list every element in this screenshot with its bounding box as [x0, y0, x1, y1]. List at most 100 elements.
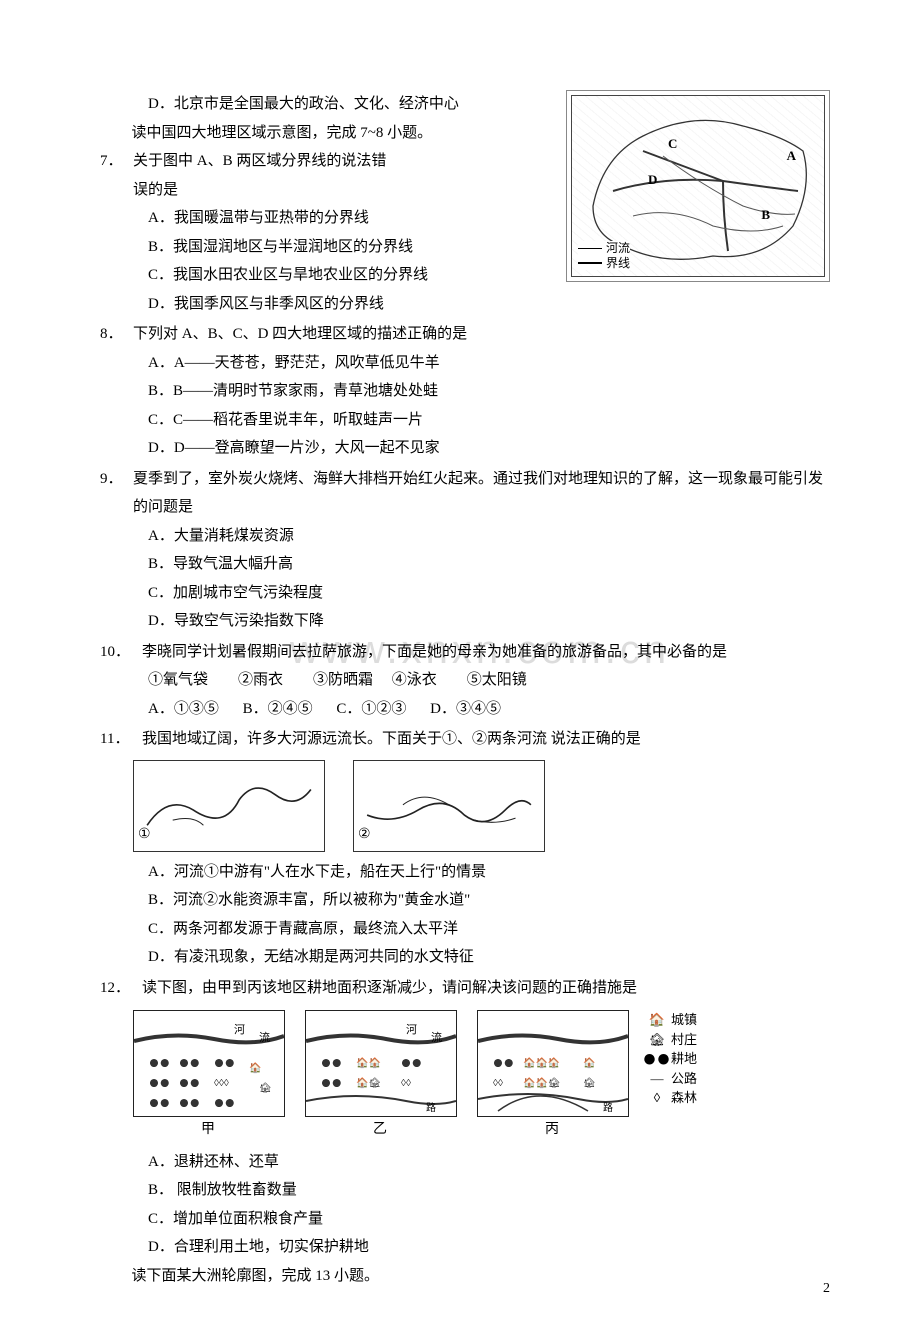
q9-opt-d: D．导致空气污染指数下降 [100, 607, 830, 636]
q9-stem: 夏季到了，室外炭火烧烤、海鲜大排档开始红火起来。通过我们对地理知识的了解，这一现… [133, 465, 830, 522]
road-icon: — [649, 1069, 665, 1089]
q10-opt-b: B．②④⑤ [243, 701, 313, 717]
question-11: 11． 我国地域辽阔，许多大河源远流长。下面关于①、②两条河流 说法正确的是 ① [100, 725, 830, 972]
lg-town: 城镇 [671, 1010, 697, 1030]
q10-stem: 李晓同学计划暑假期间去拉萨旅游，下面是她的母亲为她准备的旅游备品，其中必备的是 [142, 638, 830, 667]
svg-text:路: 路 [426, 1101, 436, 1114]
q11-opt-a: A．河流①中游有"人在水下走，船在天上行"的情景 [100, 858, 830, 887]
q10-options: A．①③⑤ B．②④⑤ C．①②③ D．③④⑤ [100, 695, 830, 724]
q8-opt-b: B．B——清明时节家家雨，青草池塘处处蛙 [100, 377, 830, 406]
svg-text:𒊹𒊹: 𒊹𒊹 [214, 1058, 235, 1069]
svg-text:𒊹𒊹: 𒊹𒊹 [493, 1058, 514, 1069]
svg-text:𒊹𒊹: 𒊹𒊹 [179, 1058, 200, 1069]
map-jia-svg: 河流 𒊹𒊹 𒊹𒊹 𒊹𒊹 𒊹𒊹 𒊹𒊹 ◊◊◊ 𒊹𒊹 𒊹𒊹 𒊹𒊹 🏠 🏚 [134, 1011, 284, 1116]
svg-text:𒊹𒊹: 𒊹𒊹 [401, 1058, 422, 1069]
q10-opt-d: D．③④⑤ [430, 701, 501, 717]
river-1-svg [142, 769, 316, 841]
svg-text:𒊹𒊹: 𒊹𒊹 [179, 1098, 200, 1109]
q9-opt-b: B．导致气温大幅升高 [100, 550, 830, 579]
content: A B C D 河流 界线 D．北京市是全国最大的政治、文化、经济中心 读中国四… [100, 90, 830, 1290]
q11-opt-d: D．有凌汛现象，无结冰期是两河共同的水文特征 [100, 943, 830, 972]
svg-text:🏠🏠🏚: 🏠🏠🏚 [523, 1077, 561, 1089]
q10-items: ①氧气袋 ②雨衣 ③防晒霜 ④泳衣 ⑤太阳镜 [100, 666, 830, 695]
river-2-label: ② [358, 822, 371, 849]
q12-opt-d: D．合理利用土地，切实保护耕地 [100, 1233, 830, 1262]
q12-opt-b: B． 限制放牧牲畜数量 [100, 1176, 830, 1205]
lg-village: 村庄 [671, 1030, 697, 1050]
svg-text:◊◊: ◊◊ [493, 1078, 503, 1089]
map-yi-svg: 河流 路 𒊹𒊹🏠🏠𒊹𒊹 𒊹𒊹🏠🏚◊◊ [306, 1011, 456, 1116]
svg-text:𒊹𒊹: 𒊹𒊹 [149, 1078, 170, 1089]
svg-text:𒊹𒊹: 𒊹𒊹 [214, 1098, 235, 1109]
map-bing-svg: 路 𒊹𒊹🏠🏠🏠🏠 ◊◊🏠🏠🏚🏚 [478, 1011, 628, 1116]
question-10: 10． 李晓同学计划暑假期间去拉萨旅游，下面是她的母亲为她准备的旅游备品，其中必… [100, 638, 830, 724]
svg-text:🏠: 🏠 [249, 1062, 261, 1074]
svg-text:𒊹𒊹: 𒊹𒊹 [321, 1078, 342, 1089]
farmland-icon: 𒊹𒊹 [649, 1049, 665, 1069]
svg-text:路: 路 [603, 1101, 613, 1114]
lg-forest: 森林 [671, 1088, 697, 1108]
map-bing: 路 𒊹𒊹🏠🏠🏠🏠 ◊◊🏠🏠🏚🏚 丙 [477, 1010, 627, 1144]
svg-text:流: 流 [259, 1030, 270, 1044]
svg-text:𒊹𒊹: 𒊹𒊹 [321, 1058, 342, 1069]
q12-legend: 🏠 城镇 🏚 村庄 𒊹𒊹 耕地 — 公路 ◊ 森林 [649, 1010, 697, 1108]
map-jia: 河流 𒊹𒊹𒊹𒊹𒊹𒊹 𒊹𒊹𒊹𒊹◊◊◊ 𒊹𒊹𒊹𒊹𒊹𒊹 🏠🏚 甲 [133, 1010, 283, 1144]
question-12: 12． 读下图，由甲到丙该地区耕地面积逐渐减少，请问解决该问题的正确措施是 河流… [100, 974, 830, 1291]
q8-num: 8． [100, 320, 133, 349]
q7-opt-d: D．我国季风区与非季风区的分界线 [100, 290, 830, 319]
lead-13: 读下面某大洲轮廓图，完成 13 小题。 [100, 1262, 830, 1291]
cap-yi: 乙 [305, 1117, 455, 1144]
svg-text:𒊹𒊹: 𒊹𒊹 [179, 1078, 200, 1089]
q12-stem: 读下图，由甲到丙该地区耕地面积逐渐减少，请问解决该问题的正确措施是 [142, 974, 830, 1003]
forest-icon: ◊ [649, 1088, 665, 1108]
q12-opt-a: A．退耕还林、还草 [100, 1148, 830, 1177]
town-icon: 🏠 [649, 1010, 665, 1030]
map-yi: 河流 路 𒊹𒊹🏠🏠𒊹𒊹 𒊹𒊹🏠🏚◊◊ 乙 [305, 1010, 455, 1144]
q10-opt-c: C．①②③ [336, 701, 406, 717]
q9-num: 9． [100, 465, 133, 522]
china-regions-map: A B C D 河流 界线 [566, 90, 830, 282]
lg-road: 公路 [671, 1069, 697, 1089]
river-figures: ① ② [133, 760, 830, 852]
legend-river: 河流 [606, 241, 630, 255]
river-2-box: ② [353, 760, 545, 852]
village-icon: 🏚 [649, 1030, 665, 1050]
map-legend: 河流 界线 [578, 241, 630, 270]
q12-opt-c: C．增加单位面积粮食产量 [100, 1205, 830, 1234]
map-outline: A B C D 河流 界线 [571, 95, 825, 277]
q8-opt-c: C．C——稻花香里说丰年，听取蛙声一片 [100, 406, 830, 435]
q7-stem-1: 关于图中 A、B 两区域分界线的说法错 [133, 147, 556, 176]
lg-farmland: 耕地 [671, 1049, 697, 1069]
svg-text:🏠🏠🏠: 🏠🏠🏠 [523, 1057, 560, 1069]
svg-text:🏠: 🏠 [583, 1057, 595, 1069]
svg-text:河: 河 [406, 1023, 417, 1036]
q8-stem: 下列对 A、B、C、D 四大地理区域的描述正确的是 [133, 320, 830, 349]
q11-num: 11． [100, 725, 142, 754]
svg-text:𒊹𒊹: 𒊹𒊹 [149, 1098, 170, 1109]
q12-num: 12． [100, 974, 142, 1003]
boundary-line-icon [578, 262, 602, 264]
q12-maps: 河流 𒊹𒊹𒊹𒊹𒊹𒊹 𒊹𒊹𒊹𒊹◊◊◊ 𒊹𒊹𒊹𒊹𒊹𒊹 🏠🏚 甲 [133, 1010, 830, 1144]
river-2-svg [362, 769, 536, 841]
legend-boundary: 界线 [606, 256, 630, 270]
svg-text:河: 河 [234, 1023, 245, 1036]
svg-text:🏠🏚: 🏠🏚 [356, 1077, 381, 1089]
q10-num: 10． [100, 638, 142, 667]
q9-opt-a: A．大量消耗煤炭资源 [100, 522, 830, 551]
map-label-d: D [648, 168, 657, 193]
q11-opt-c: C．两条河都发源于青藏高原，最终流入太平洋 [100, 915, 830, 944]
map-label-a: A [787, 144, 796, 169]
question-8: 8． 下列对 A、B、C、D 四大地理区域的描述正确的是 A．A——天苍苍，野茫… [100, 320, 830, 463]
map-label-c: C [668, 132, 677, 157]
svg-text:◊◊: ◊◊ [401, 1078, 411, 1089]
river-1-box: ① [133, 760, 325, 852]
question-9: 9． 夏季到了，室外炭火烧烤、海鲜大排档开始红火起来。通过我们对地理知识的了解，… [100, 465, 830, 636]
q10-opt-a: A．①③⑤ [148, 701, 219, 717]
q9-opt-c: C．加剧城市空气污染程度 [100, 579, 830, 608]
q11-opt-b: B．河流②水能资源丰富，所以被称为"黄金水道" [100, 886, 830, 915]
svg-text:🏚: 🏚 [259, 1082, 272, 1094]
q11-stem: 我国地域辽阔，许多大河源远流长。下面关于①、②两条河流 说法正确的是 [142, 725, 830, 754]
svg-text:◊◊◊: ◊◊◊ [214, 1078, 229, 1089]
river-line-icon [578, 248, 602, 249]
svg-text:𒊹𒊹: 𒊹𒊹 [149, 1058, 170, 1069]
